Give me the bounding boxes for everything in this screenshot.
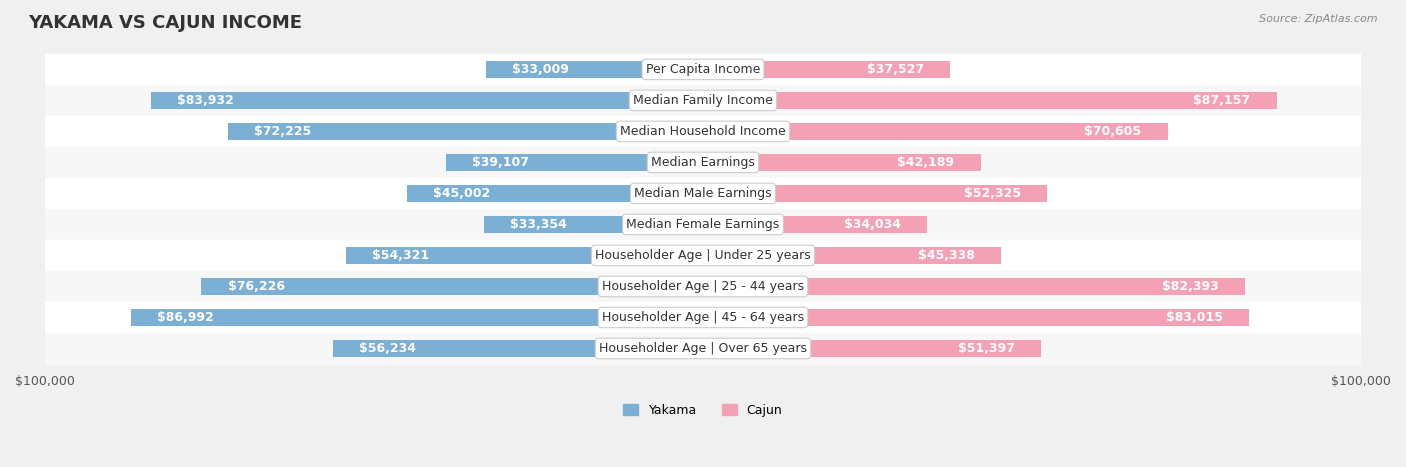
Bar <box>703 216 927 233</box>
Bar <box>333 340 703 357</box>
Text: $42,189: $42,189 <box>897 156 955 169</box>
Text: $54,321: $54,321 <box>371 249 429 262</box>
Text: Householder Age | 45 - 64 years: Householder Age | 45 - 64 years <box>602 311 804 324</box>
Bar <box>703 154 980 171</box>
Text: $33,009: $33,009 <box>512 63 569 76</box>
Bar <box>150 92 703 109</box>
Bar <box>45 333 1361 364</box>
Text: $83,932: $83,932 <box>177 94 233 107</box>
Text: $34,034: $34,034 <box>844 218 901 231</box>
Text: Median Male Earnings: Median Male Earnings <box>634 187 772 200</box>
Text: $51,397: $51,397 <box>957 342 1015 355</box>
Text: $45,338: $45,338 <box>918 249 974 262</box>
Bar <box>45 240 1361 271</box>
Bar <box>45 147 1361 178</box>
Bar <box>703 92 1277 109</box>
Text: $83,015: $83,015 <box>1166 311 1223 324</box>
Text: Median Female Earnings: Median Female Earnings <box>627 218 779 231</box>
Text: Householder Age | 25 - 44 years: Householder Age | 25 - 44 years <box>602 280 804 293</box>
Text: $56,234: $56,234 <box>360 342 416 355</box>
Bar <box>45 178 1361 209</box>
Text: Householder Age | Under 25 years: Householder Age | Under 25 years <box>595 249 811 262</box>
Bar <box>45 209 1361 240</box>
Bar <box>703 340 1042 357</box>
Bar <box>484 216 703 233</box>
Bar <box>703 61 950 78</box>
Text: $70,605: $70,605 <box>1084 125 1142 138</box>
Text: $33,354: $33,354 <box>510 218 567 231</box>
Bar <box>703 247 1001 264</box>
Legend: Yakama, Cajun: Yakama, Cajun <box>619 399 787 422</box>
Text: $86,992: $86,992 <box>157 311 214 324</box>
Text: Median Family Income: Median Family Income <box>633 94 773 107</box>
Bar <box>346 247 703 264</box>
Bar <box>201 278 703 295</box>
Text: Householder Age | Over 65 years: Householder Age | Over 65 years <box>599 342 807 355</box>
Bar <box>703 185 1047 202</box>
Text: Median Earnings: Median Earnings <box>651 156 755 169</box>
Text: $45,002: $45,002 <box>433 187 491 200</box>
Bar <box>486 61 703 78</box>
Bar <box>446 154 703 171</box>
Bar <box>45 302 1361 333</box>
Bar <box>45 54 1361 85</box>
Bar <box>703 123 1167 140</box>
Text: Per Capita Income: Per Capita Income <box>645 63 761 76</box>
Text: $39,107: $39,107 <box>472 156 529 169</box>
Text: $87,157: $87,157 <box>1194 94 1250 107</box>
Text: $52,325: $52,325 <box>965 187 1021 200</box>
Bar <box>228 123 703 140</box>
Text: $76,226: $76,226 <box>228 280 284 293</box>
Text: $82,393: $82,393 <box>1163 280 1219 293</box>
Text: YAKAMA VS CAJUN INCOME: YAKAMA VS CAJUN INCOME <box>28 14 302 32</box>
Text: Source: ZipAtlas.com: Source: ZipAtlas.com <box>1260 14 1378 24</box>
Bar <box>131 309 703 326</box>
Bar <box>703 278 1246 295</box>
Bar <box>45 271 1361 302</box>
Text: Median Household Income: Median Household Income <box>620 125 786 138</box>
Bar <box>703 309 1250 326</box>
Bar <box>45 85 1361 116</box>
Bar <box>45 116 1361 147</box>
Bar <box>406 185 703 202</box>
Text: $72,225: $72,225 <box>254 125 311 138</box>
Text: $37,527: $37,527 <box>866 63 924 76</box>
